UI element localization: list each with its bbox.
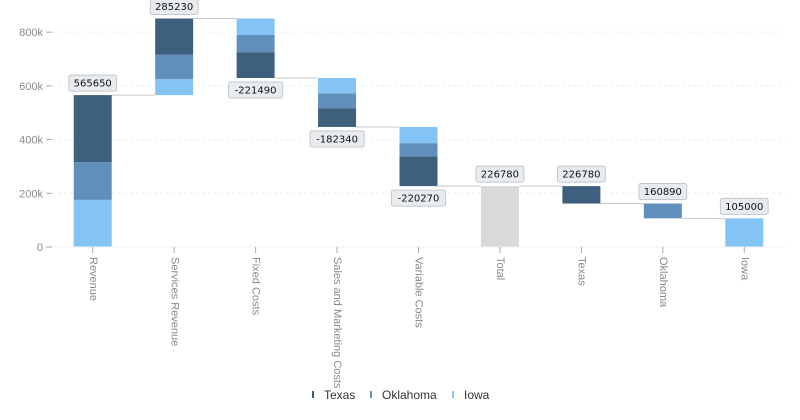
data-label-box: [390, 189, 447, 207]
legend-swatch: [312, 391, 314, 398]
x-tick-label: Total: [494, 257, 506, 280]
data-label-text: 285230: [155, 2, 193, 13]
x-axis: Revenue Services Revenue Fixed Costs Sales …: [52, 246, 785, 389]
data-label: 226780: [475, 165, 525, 183]
x-tick-label: Iowa: [738, 257, 750, 281]
y-tick-label: 200k: [19, 188, 43, 200]
y-tick-label: 0: [37, 242, 43, 254]
bar-segment-iowa: [725, 218, 764, 247]
legend-swatch: [370, 391, 372, 398]
y-tick-label: 800k: [19, 27, 43, 39]
x-tick-label: Fixed Costs: [250, 257, 262, 316]
bar-segment-oklahoma: [73, 162, 112, 200]
data-label-text: -221490: [235, 85, 277, 96]
data-label: -220270: [390, 189, 447, 207]
data-label-box: [228, 81, 284, 99]
data-label: -221490: [228, 81, 284, 99]
bars: [73, 18, 764, 247]
legend: Texas Oklahoma Iowa: [312, 388, 490, 402]
y-axis: 0 200k 400k 600k 800k: [19, 27, 52, 254]
data-label-box: [68, 74, 118, 92]
y-tick-label: 400k: [19, 135, 43, 147]
bar-segment-texas: [399, 156, 438, 187]
data-label-box: [309, 130, 365, 148]
bar-segment-texas: [155, 18, 194, 55]
bar-segment-oklahoma: [236, 35, 275, 53]
bar-segment-oklahoma: [399, 143, 438, 157]
y-tick-label: 600k: [19, 81, 43, 93]
bar-segment-iowa: [73, 199, 112, 247]
x-tick-label: Variable Costs: [413, 257, 425, 328]
data-label-text: 565650: [74, 79, 112, 90]
data-labels: 565650 285230 -221490 -182340 -220270 226780 2…: [68, 0, 769, 215]
data-label-text: 226780: [481, 170, 519, 181]
data-label-box: [638, 183, 688, 201]
data-label-text: 105000: [725, 202, 763, 213]
x-tick-label: Texas: [575, 257, 587, 286]
bar-segment-iowa: [155, 78, 194, 96]
data-label-text: 226780: [562, 170, 600, 181]
legend-label[interactable]: Oklahoma: [382, 388, 437, 402]
bar-segment-texas: [562, 186, 601, 204]
data-label: 226780: [556, 165, 606, 183]
x-tick-label: Services Revenue: [168, 257, 180, 346]
bar-segment-iowa: [318, 77, 357, 94]
bar-segment-iowa: [236, 18, 275, 36]
data-label: 105000: [719, 197, 769, 215]
data-label-box: [556, 165, 606, 183]
x-tick-label: Oklahoma: [657, 257, 669, 308]
bar-segment-oklahoma: [155, 54, 194, 79]
legend-swatch: [452, 391, 454, 398]
bar-segment-texas: [236, 52, 275, 78]
data-label-text: -182340: [316, 134, 358, 145]
connector-lines: [111, 18, 726, 219]
data-label: 160890: [638, 183, 688, 201]
bar-segment-iowa: [399, 126, 438, 144]
legend-label[interactable]: Texas: [324, 388, 355, 402]
bar-total: [480, 186, 519, 247]
bar-segment-texas: [318, 108, 357, 127]
x-tick-label: Sales and Marketing Costs: [331, 257, 343, 389]
data-label: 565650: [68, 74, 118, 92]
data-label: 285230: [149, 0, 199, 16]
data-label-box: [719, 197, 769, 215]
data-label: -182340: [309, 130, 365, 148]
data-label-text: 160890: [644, 187, 682, 198]
data-label-text: -220270: [398, 194, 440, 205]
data-label-box: [475, 165, 525, 183]
x-tick-label: Revenue: [87, 257, 99, 301]
legend-label[interactable]: Iowa: [464, 388, 490, 402]
data-label-box: [149, 0, 199, 16]
bar-segment-texas: [73, 95, 112, 163]
bar-segment-oklahoma: [643, 203, 682, 219]
bar-segment-oklahoma: [318, 93, 357, 109]
